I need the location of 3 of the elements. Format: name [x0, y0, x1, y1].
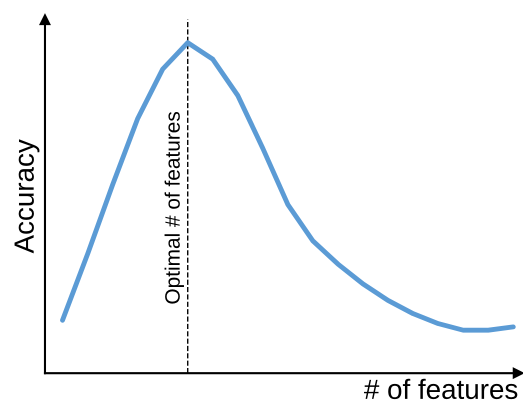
annotation: Optimal # of features: [164, 112, 184, 304]
y-axis-title: Accuracy: [14, 139, 40, 254]
x-axis-title: # of features: [364, 378, 518, 400]
